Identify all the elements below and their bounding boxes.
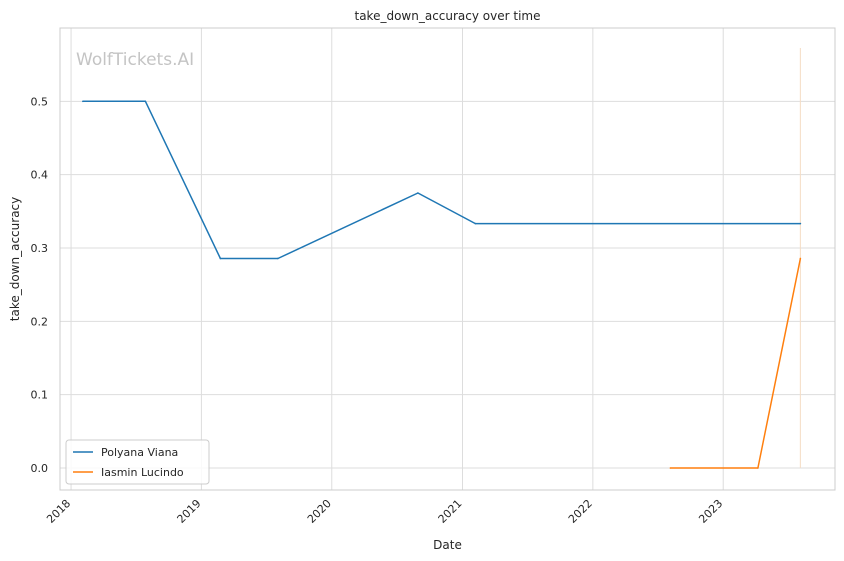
chart-title: take_down_accuracy over time (355, 9, 541, 23)
data-point (757, 467, 759, 469)
y-tick-label: 0.1 (31, 389, 49, 402)
data-point (277, 257, 279, 260)
data-point (669, 467, 672, 469)
data-point (82, 100, 84, 103)
series-lines (82, 100, 802, 469)
data-point (799, 222, 802, 225)
data-point (219, 257, 222, 260)
y-axis-label: take_down_accuracy (8, 197, 22, 321)
legend-label: Iasmin Lucindo (101, 466, 184, 479)
plot-frame (59, 27, 836, 491)
legend-box (65, 439, 210, 485)
data-point (474, 222, 477, 225)
watermark: WolfTickets.AI (76, 50, 194, 70)
y-tick-label: 0.3 (31, 242, 49, 255)
data-point (144, 100, 147, 103)
y-tick-label: 0.2 (31, 315, 49, 328)
x-axis-label: Date (433, 538, 462, 552)
y-axis-ticks: 0.0 0.1 0.2 0.3 0.4 0.5 (31, 95, 49, 475)
data-point (417, 192, 419, 194)
legend: Polyana Viana Iasmin Lucindo (65, 439, 210, 485)
legend-label: Polyana Viana (101, 446, 178, 459)
data-point (799, 257, 802, 260)
y-tick-label: 0.4 (31, 169, 49, 182)
y-tick-label: 0.0 (31, 462, 49, 475)
y-tick-label: 0.5 (31, 95, 49, 108)
